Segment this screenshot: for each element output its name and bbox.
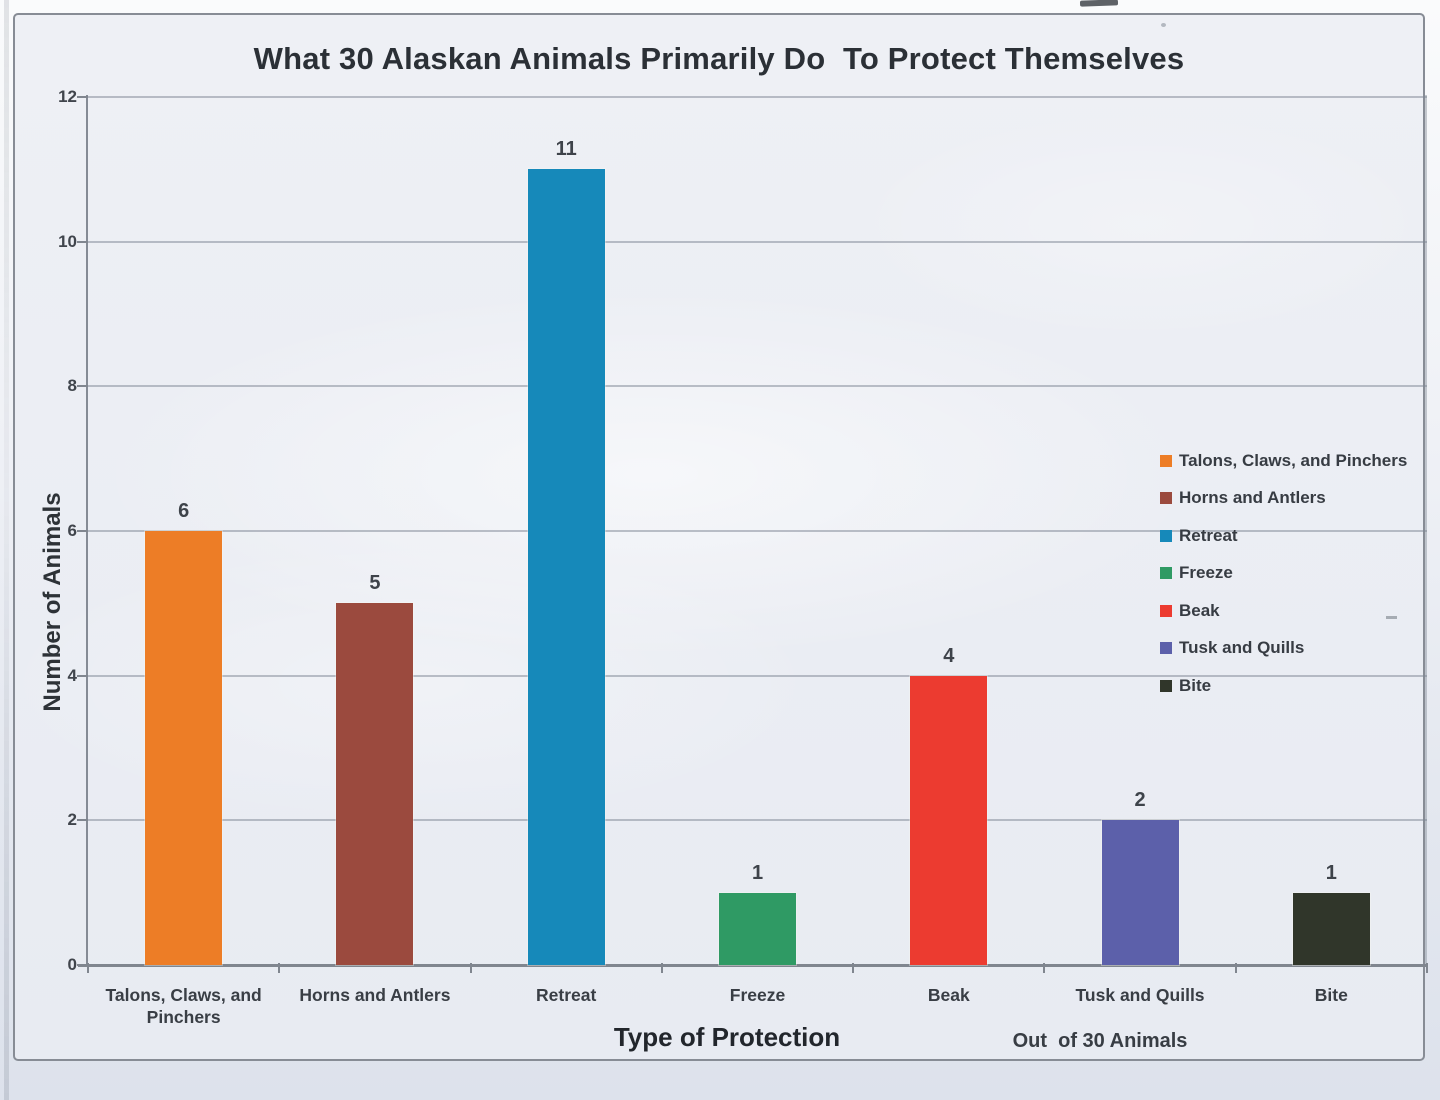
bar-tusk-and-quills — [1101, 820, 1179, 965]
bar-value-label: 1 — [751, 861, 764, 884]
legend-item-label: Retreat — [1179, 525, 1238, 545]
gridline-y-6 — [88, 530, 1427, 532]
gridline-y-12 — [88, 96, 1427, 98]
legend-item-6: Bite — [1160, 667, 1407, 705]
axis-note: Out of 30 Animals — [1012, 1030, 1188, 1052]
legend-item-3: Freeze — [1160, 555, 1407, 593]
x-tick-mark-4 — [852, 963, 855, 973]
legend-swatch-icon — [1160, 529, 1172, 542]
plot-area: 6 5 11 1 4 2 1 Talons, Claws, and Pinchers Horns… — [77, 95, 1428, 973]
bar-value-label: 11 — [555, 138, 577, 161]
x-category-label-5: Tusk and Quills — [1075, 985, 1205, 1005]
y-tick-mark-2 — [77, 819, 88, 822]
y-tick-mark-0 — [77, 964, 88, 966]
legend-item-label: Beak — [1179, 600, 1220, 620]
legend-swatch-icon — [1160, 492, 1172, 505]
gridline-y-2 — [88, 819, 1427, 822]
legend-item-5: Tusk and Quills — [1160, 630, 1407, 668]
scan-artifact-dot — [1161, 23, 1166, 27]
legend-item-label: Tusk and Quills — [1179, 638, 1305, 658]
x-tick-mark-1 — [278, 963, 281, 973]
legend-swatch-icon — [1160, 567, 1172, 580]
x-axis-category-labels: Talons, Claws, and Pinchers Horns and Ant… — [88, 984, 1427, 1028]
y-tick-label-10: 10 — [58, 231, 77, 251]
bar-value-label: 6 — [178, 500, 190, 522]
legend-item-label: Horns and Antlers — [1179, 488, 1326, 508]
gridline-y-10 — [88, 240, 1427, 243]
x-category-label-0: Talons, Claws, and Pinchers — [105, 985, 262, 1027]
bar-value-label: 5 — [369, 572, 381, 595]
gridline-y-8 — [88, 385, 1427, 388]
scan-artifact-smudge — [1079, 0, 1119, 7]
legend-swatch-icon — [1160, 679, 1172, 692]
page-edge-shadow — [4, 0, 9, 1100]
x-axis-title: Type of Protection — [613, 1022, 841, 1052]
legend-item-0: Talons, Claws, and Pinchers — [1160, 442, 1407, 480]
y-tick-label-2: 2 — [67, 810, 77, 830]
bar-talons-claws-and-pinchers — [145, 531, 223, 965]
y-tick-label-6: 6 — [67, 521, 77, 540]
y-tick-mark-4 — [77, 674, 88, 677]
y-tick-label-8: 8 — [67, 376, 77, 396]
legend-item-2: Retreat — [1160, 517, 1407, 555]
x-category-label-3: Freeze — [729, 985, 786, 1005]
x-category-label-6: Bite — [1314, 985, 1348, 1005]
y-tick-label-4: 4 — [67, 665, 77, 685]
x-tick-mark-0 — [87, 963, 89, 973]
legend-item-1: Horns and Antlers — [1160, 480, 1407, 518]
chart-frame: What 30 Alaskan Animals Primarily Do To … — [13, 13, 1428, 1061]
x-tick-mark-6 — [1234, 963, 1237, 973]
bar-bite — [1292, 892, 1370, 965]
x-category-label-2: Retreat — [536, 985, 597, 1005]
scan-artifact-dash — [1386, 616, 1397, 619]
chart-legend: Talons, Claws, and Pinchers Horns and Ant… — [1160, 442, 1407, 705]
legend-swatch-icon — [1160, 642, 1172, 655]
y-tick-mark-8 — [77, 385, 88, 388]
legend-item-label: Talons, Claws, and Pinchers — [1179, 450, 1408, 470]
chart-title: What 30 Alaskan Animals Primarily Do To … — [253, 41, 1185, 76]
bar-value-label: 4 — [943, 644, 955, 667]
bar-beak — [910, 675, 988, 965]
bar-value-label: 2 — [1134, 789, 1146, 812]
legend-swatch-icon — [1160, 604, 1172, 617]
bar-horns-and-antlers — [336, 603, 414, 965]
bar-retreat — [527, 169, 605, 965]
legend-item-label: Bite — [1179, 675, 1212, 695]
y-tick-label-12: 12 — [58, 87, 77, 106]
x-tick-mark-2 — [469, 963, 472, 973]
bar-value-label: 1 — [1325, 861, 1337, 884]
bar-freeze — [719, 892, 796, 965]
x-axis-line — [78, 964, 1427, 967]
legend-swatch-icon — [1160, 454, 1172, 467]
x-tick-mark-5 — [1043, 963, 1046, 973]
y-tick-mark-10 — [77, 240, 88, 243]
x-tick-mark-3 — [660, 963, 663, 973]
legend-item-4: Beak — [1160, 592, 1407, 630]
y-tick-mark-12 — [77, 96, 88, 98]
y-tick-label-0: 0 — [67, 955, 77, 974]
y-axis-tick-labels: 0 2 4 6 8 10 12 — [15, 87, 77, 974]
y-tick-mark-6 — [77, 530, 88, 532]
legend-item-label: Freeze — [1179, 563, 1233, 583]
x-category-label-4: Beak — [927, 985, 970, 1005]
x-category-label-1: Horns and Antlers — [299, 985, 451, 1005]
gridline-y-4 — [88, 674, 1427, 677]
x-tick-mark-7 — [1426, 963, 1428, 973]
